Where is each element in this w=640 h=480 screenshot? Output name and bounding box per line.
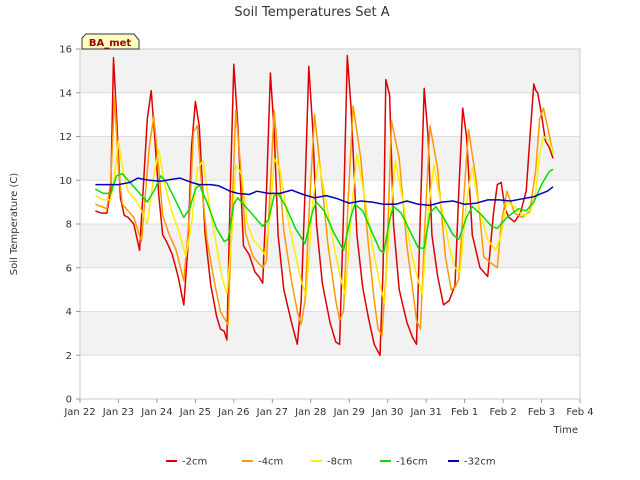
x-tick-label: Jan 22 [63, 407, 95, 418]
legend-label: -32cm [464, 457, 496, 468]
y-axis: 0 2 4 6 8 10 12 14 16 [59, 45, 80, 406]
station-label: BA_met [89, 38, 132, 49]
x-tick-label: Feb 3 [528, 407, 555, 418]
y-tick-label: 4 [66, 307, 72, 318]
legend-label: -16cm [396, 457, 428, 468]
x-tick-label: Jan 30 [371, 407, 403, 418]
y-tick-label: 16 [59, 45, 72, 56]
x-tick-label: Jan 31 [409, 407, 441, 418]
y-tick-label: 12 [59, 132, 72, 143]
plot-band [80, 355, 580, 399]
x-tick-label: Feb 1 [451, 407, 478, 418]
series-line-2cm [95, 54, 554, 357]
legend-label: -2cm [182, 457, 207, 468]
x-tick-label: Feb 4 [566, 407, 593, 418]
chart-title: Soil Temperatures Set A [234, 5, 389, 20]
x-tick-label: Jan 24 [140, 407, 172, 418]
x-tick-label: Jan 27 [256, 407, 288, 418]
plot-background-bands [80, 49, 580, 399]
x-tick-label: Jan 28 [294, 407, 326, 418]
legend: -2cm -4cm -8cm -16cm -32cm [166, 457, 496, 468]
plot-band [80, 311, 580, 356]
y-tick-label: 10 [59, 176, 72, 187]
plot-band [80, 267, 580, 312]
station-label-box: BA_met [81, 33, 140, 50]
x-axis: Jan 22 Jan 23 Jan 24 Jan 25 Jan 26 Jan 27 Jan … [63, 399, 594, 418]
y-tick-label: 14 [59, 88, 72, 99]
series-line-16cm [95, 168, 554, 254]
plot-band [80, 49, 580, 93]
x-tick-label: Feb 2 [489, 407, 516, 418]
x-tick-label: Jan 25 [179, 407, 211, 418]
y-axis-label: Soil Temperature (C) [9, 173, 20, 276]
x-tick-label: Jan 29 [333, 407, 365, 418]
y-tick-label: 0 [66, 395, 72, 406]
y-tick-label: 2 [66, 351, 72, 362]
series-line-4cm [95, 96, 554, 337]
legend-label: -8cm [327, 457, 352, 468]
series-line-32cm [95, 177, 554, 207]
y-tick-label: 8 [66, 220, 72, 231]
plot-band [80, 92, 580, 137]
legend-label: -4cm [258, 457, 283, 468]
series-line-8cm [95, 135, 554, 304]
x-axis-label: Time [553, 425, 578, 436]
y-tick-label: 6 [66, 263, 72, 274]
series-lines [95, 54, 554, 357]
x-tick-label: Jan 26 [217, 407, 249, 418]
x-tick-label: Jan 23 [102, 407, 134, 418]
